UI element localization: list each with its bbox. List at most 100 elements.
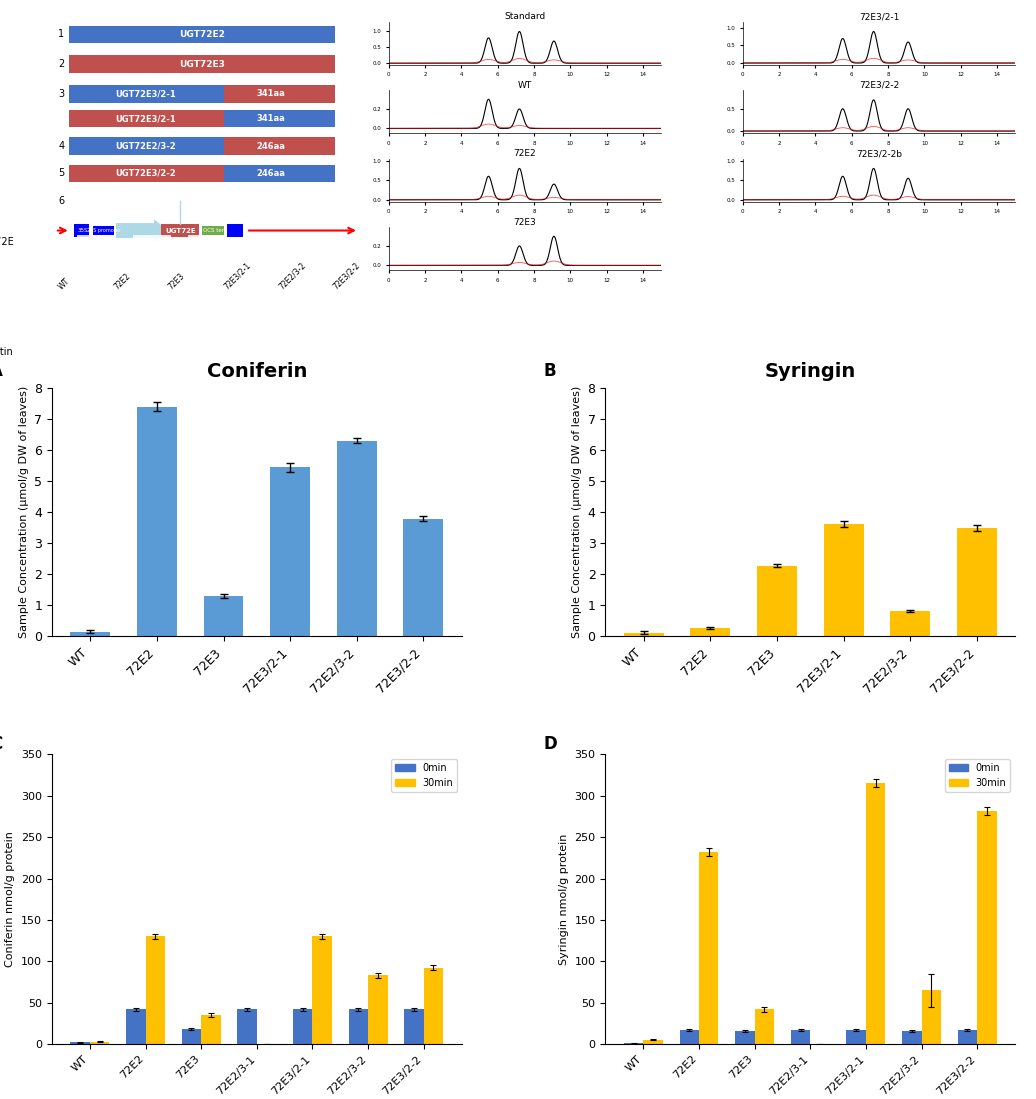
Bar (78, 235, 116, 257)
Bar (270, 467, 310, 636)
Text: UGT72E: UGT72E (165, 227, 196, 233)
Bar (92, 225, 114, 235)
Bar (298, 235, 337, 257)
Bar (191, 345, 224, 367)
Bar (824, 524, 864, 636)
Bar (201, 1015, 221, 1044)
Bar (80, 345, 113, 367)
Bar (866, 784, 886, 1044)
Bar (126, 1009, 145, 1044)
Bar (246, 345, 279, 367)
Bar (699, 852, 719, 1044)
Text: UGT72E3/2-1: UGT72E3/2-1 (115, 114, 176, 123)
Text: 1: 1 (58, 30, 64, 40)
Bar (680, 1030, 699, 1044)
Bar (74, 224, 89, 236)
Bar (690, 628, 730, 636)
Text: 72E3: 72E3 (167, 271, 186, 291)
Legend: 0min, 30min: 0min, 30min (392, 759, 457, 792)
Text: UGT72E3: UGT72E3 (179, 59, 225, 68)
FancyBboxPatch shape (69, 25, 336, 43)
Bar (846, 1030, 866, 1044)
Bar (90, 1042, 110, 1044)
Text: 72E2/3-2: 72E2/3-2 (277, 260, 307, 291)
FancyBboxPatch shape (69, 55, 336, 73)
Title: 72E3/2-1: 72E3/2-1 (859, 12, 899, 21)
Bar (337, 441, 377, 636)
Title: Coniferin: Coniferin (206, 362, 307, 381)
FancyBboxPatch shape (224, 137, 336, 155)
Title: 72E3/2-2: 72E3/2-2 (859, 80, 899, 90)
Bar (890, 611, 930, 636)
Bar (145, 936, 165, 1044)
Text: C: C (0, 734, 2, 753)
Text: 3: 3 (58, 89, 64, 99)
Text: A: A (0, 362, 3, 380)
Bar (643, 1040, 663, 1044)
Title: WT: WT (518, 80, 531, 90)
FancyBboxPatch shape (224, 86, 336, 102)
Y-axis label: Coniferin nmol/g protein: Coniferin nmol/g protein (5, 831, 16, 967)
Text: 72E3/2-2: 72E3/2-2 (332, 260, 362, 291)
Bar (957, 1030, 977, 1044)
Text: UGT72E2/3-2: UGT72E2/3-2 (115, 142, 176, 151)
Y-axis label: Syringin nmol/g protein: Syringin nmol/g protein (558, 833, 569, 965)
Title: 72E3/2-2b: 72E3/2-2b (856, 149, 902, 158)
Bar (790, 1030, 810, 1044)
Text: 72E3/2-1: 72E3/2-1 (222, 260, 252, 291)
Bar (956, 528, 997, 636)
Text: 341aa: 341aa (257, 114, 286, 123)
Bar (137, 407, 177, 636)
FancyBboxPatch shape (69, 165, 224, 182)
Text: 4: 4 (58, 141, 64, 152)
FancyBboxPatch shape (224, 110, 336, 127)
Bar (313, 936, 332, 1044)
Bar (348, 1009, 368, 1044)
Bar (136, 345, 169, 367)
Bar (188, 235, 227, 257)
Text: UGT72E3/2-1: UGT72E3/2-1 (115, 89, 176, 99)
Text: UGT72E: UGT72E (0, 236, 13, 247)
Bar (301, 345, 335, 367)
Bar (368, 975, 387, 1044)
Title: 72E2: 72E2 (514, 149, 537, 158)
Bar (754, 1009, 774, 1044)
Bar (243, 235, 282, 257)
Bar (181, 1029, 201, 1044)
FancyBboxPatch shape (224, 165, 336, 182)
Text: 341aa: 341aa (257, 89, 286, 99)
Text: B: B (544, 362, 556, 380)
Text: UGT72E2: UGT72E2 (179, 30, 225, 38)
FancyBboxPatch shape (69, 137, 224, 155)
Text: 72E2: 72E2 (112, 271, 132, 291)
Bar (237, 1009, 257, 1044)
Legend: 0min, 30min: 0min, 30min (945, 759, 1010, 792)
Bar (404, 1009, 424, 1044)
Title: Standard: Standard (505, 12, 546, 21)
Bar (624, 633, 664, 636)
FancyBboxPatch shape (69, 110, 224, 127)
Bar (70, 1042, 90, 1044)
Title: Syringin: Syringin (765, 362, 856, 381)
Bar (202, 225, 224, 235)
Y-axis label: Sample Concentration (µmol/g DW of leaves): Sample Concentration (µmol/g DW of leave… (572, 386, 582, 639)
Bar (736, 1031, 754, 1044)
Bar (162, 224, 199, 236)
Text: 5: 5 (58, 168, 64, 178)
Bar (203, 596, 243, 636)
FancyBboxPatch shape (116, 220, 168, 242)
Text: WT: WT (57, 276, 71, 291)
Bar (977, 811, 997, 1044)
Y-axis label: Sample Concentration (µmol/g DW of leaves): Sample Concentration (µmol/g DW of leave… (19, 386, 29, 639)
Text: 246aa: 246aa (257, 142, 286, 151)
Text: OCS ter: OCS ter (203, 227, 224, 233)
Text: UGT72E3/2-2: UGT72E3/2-2 (115, 169, 176, 178)
Text: 2: 2 (58, 59, 64, 69)
FancyBboxPatch shape (69, 86, 224, 102)
Bar (133, 235, 171, 257)
Text: 6: 6 (58, 196, 64, 206)
Title: 72E3: 72E3 (514, 218, 537, 226)
Text: Actin: Actin (0, 346, 13, 357)
Bar (293, 1009, 313, 1044)
Text: D: D (544, 734, 557, 753)
